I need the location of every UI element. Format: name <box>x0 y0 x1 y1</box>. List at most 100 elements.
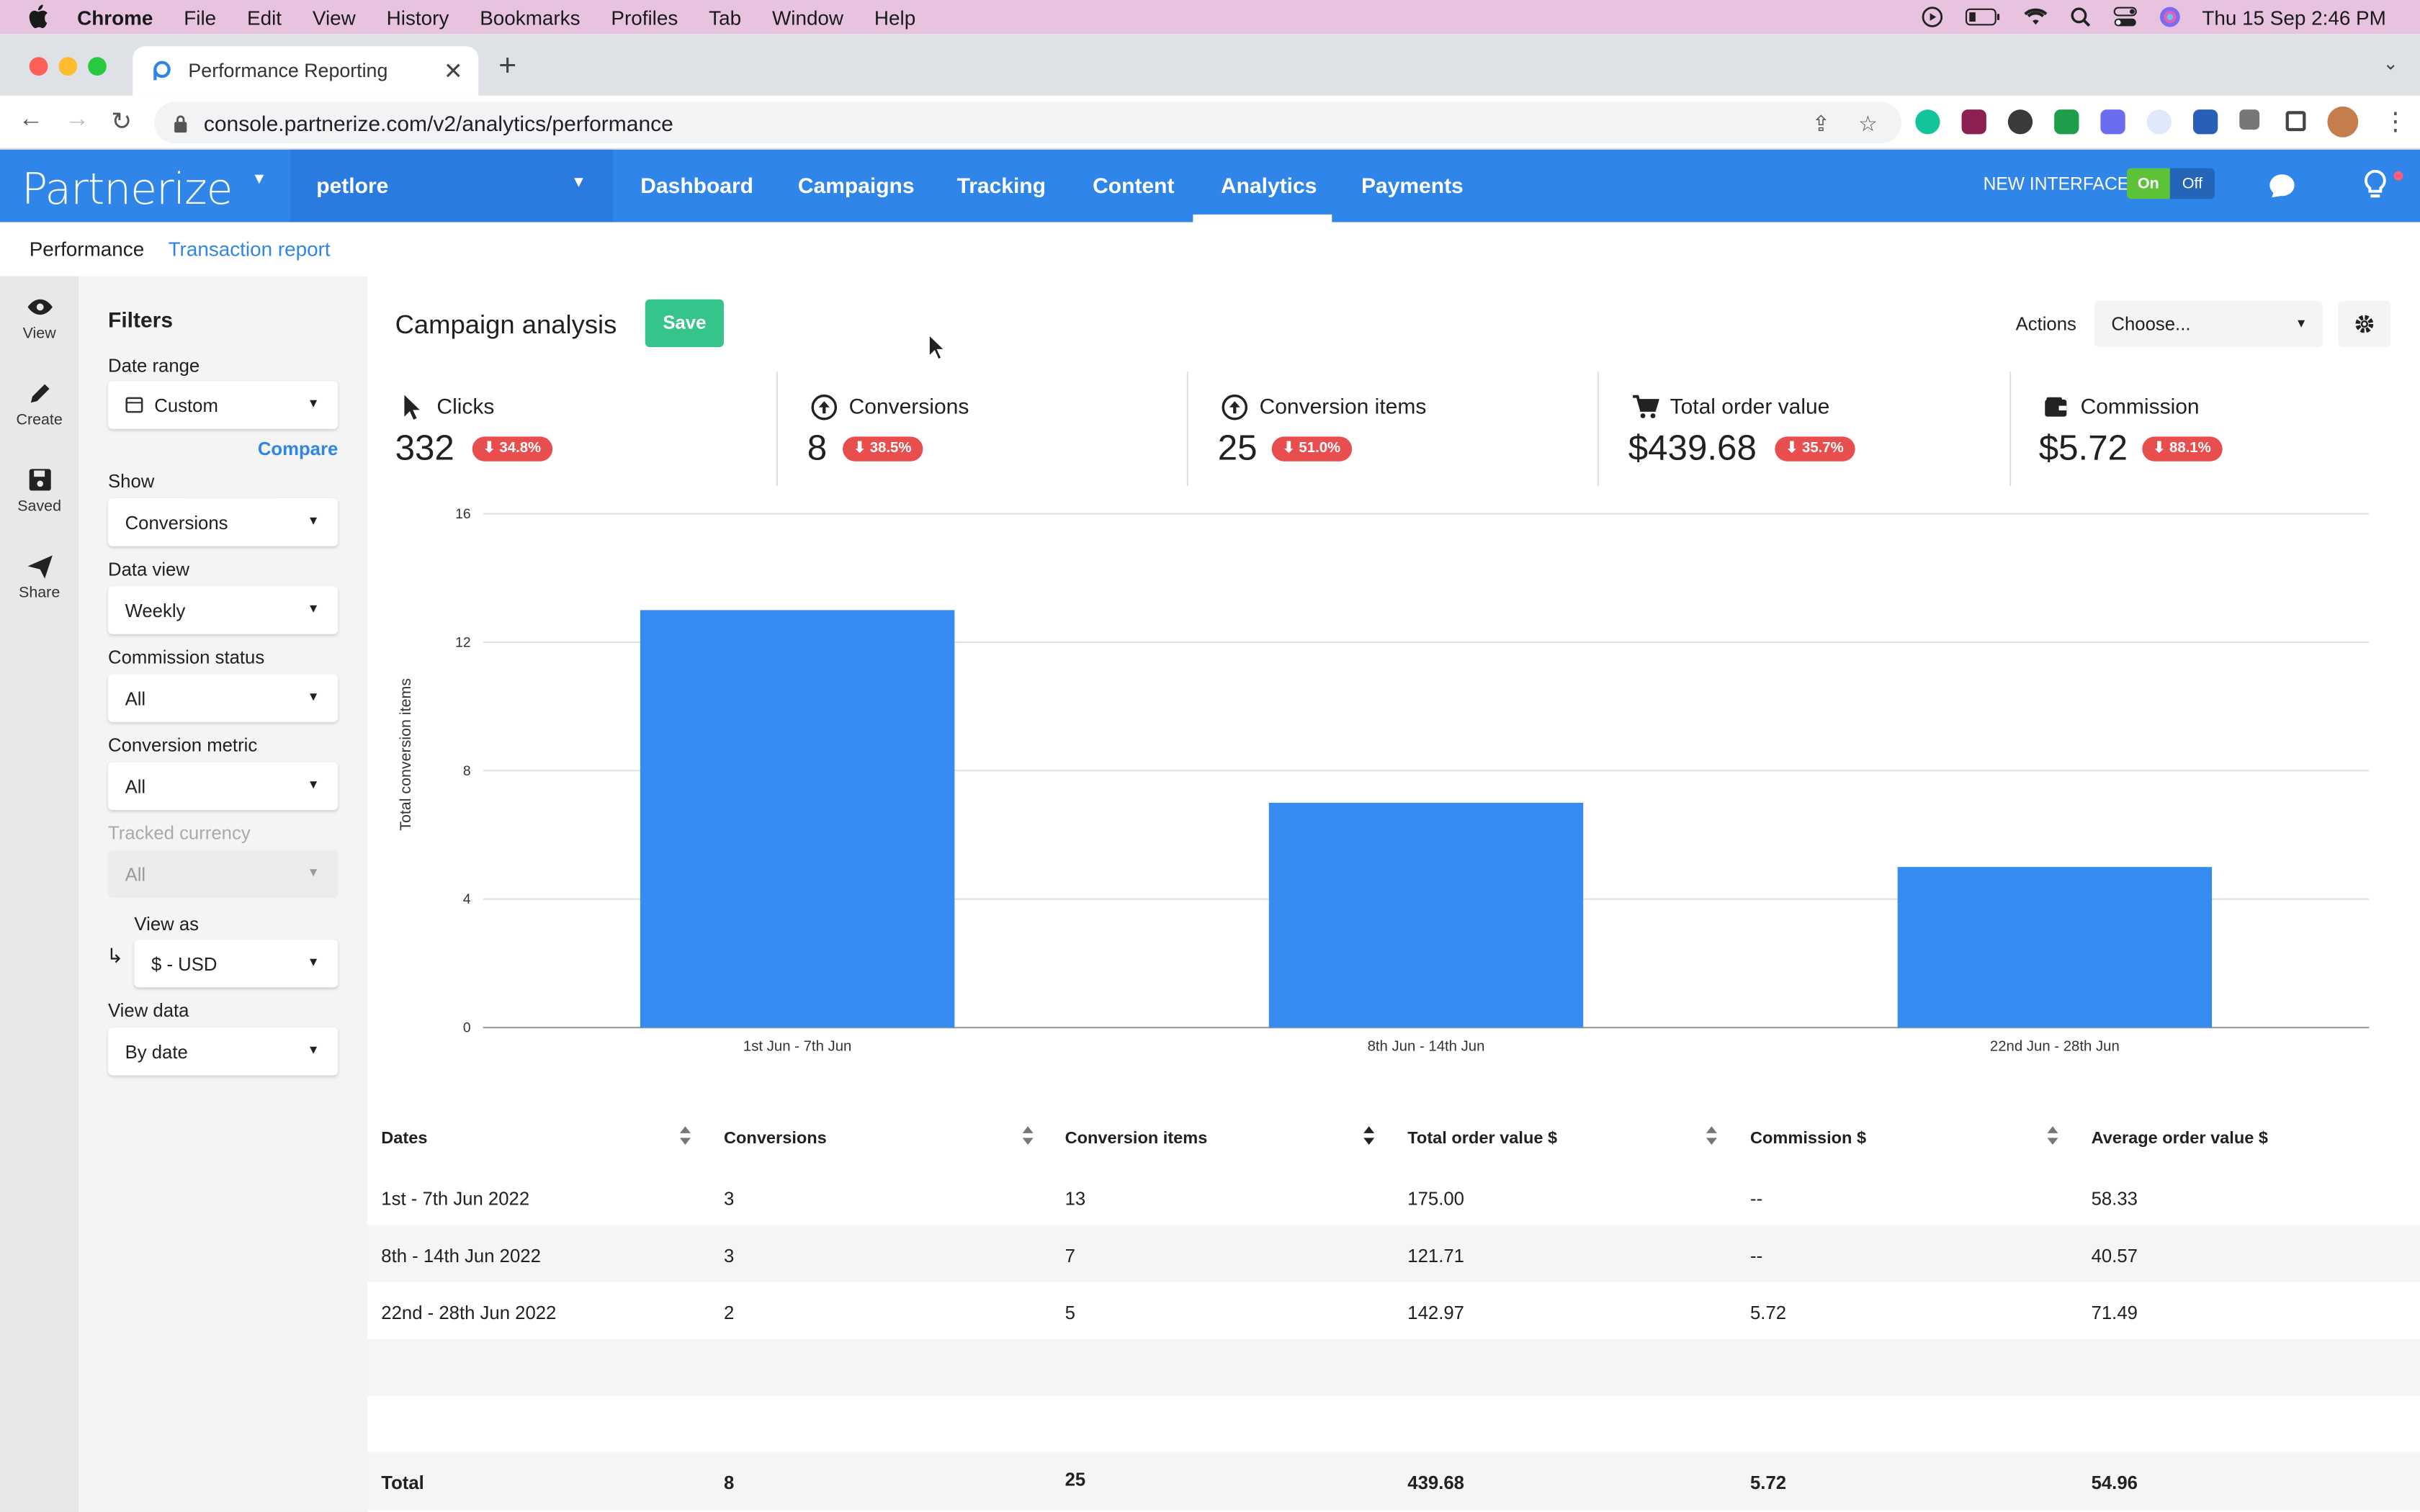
maximize-window-button[interactable] <box>88 57 107 76</box>
chart-bars <box>640 610 2213 1028</box>
menu-edit[interactable]: Edit <box>247 5 282 29</box>
header-conversions[interactable]: Conversions <box>723 1129 827 1148</box>
back-icon[interactable]: ← <box>18 106 43 133</box>
subnav-transaction-report[interactable]: Transaction report <box>168 238 331 261</box>
nav-tracking[interactable]: Tracking <box>956 173 1046 198</box>
commission-status-select[interactable]: All ▼ <box>108 674 339 722</box>
view-data-select[interactable]: By date ▼ <box>108 1027 339 1076</box>
cell-commission: 5.72 <box>1750 1302 1787 1324</box>
menu-profiles[interactable]: Profiles <box>611 5 678 29</box>
bookmark-star-icon[interactable]: ☆ <box>1858 111 1878 136</box>
view-as-select[interactable]: $ - USD ▼ <box>134 940 339 988</box>
nav-content[interactable]: Content <box>1093 173 1175 198</box>
tracked-currency-value: All <box>125 864 146 886</box>
extension-d-icon[interactable] <box>2100 109 2125 135</box>
rail-share[interactable]: Share <box>0 552 79 602</box>
metric-value: 332 <box>395 427 454 468</box>
compare-link[interactable]: Compare <box>257 438 339 460</box>
brand-selector[interactable]: petlore ▼ <box>290 149 613 222</box>
menu-history[interactable]: History <box>386 5 449 29</box>
share-page-icon[interactable]: ⇪ <box>1811 111 1830 136</box>
address-bar[interactable]: console.partnerize.com/v2/analytics/perf… <box>154 102 1902 144</box>
menu-help[interactable]: Help <box>874 5 916 29</box>
play-icon[interactable] <box>1921 6 1942 28</box>
reload-icon[interactable]: ↻ <box>111 109 133 136</box>
rail-view[interactable]: View <box>0 293 79 343</box>
minimize-window-button[interactable] <box>58 57 78 76</box>
header-dates[interactable]: Dates <box>381 1129 428 1148</box>
rail-create[interactable]: Create <box>0 379 79 429</box>
lightbulb-icon[interactable] <box>2362 168 2390 202</box>
header-commission[interactable]: Commission $ <box>1750 1129 1867 1148</box>
nav-analytics[interactable]: Analytics <box>1221 173 1317 198</box>
nav-campaigns[interactable]: Campaigns <box>797 173 915 198</box>
search-icon[interactable] <box>2069 6 2091 28</box>
url-text[interactable]: console.partnerize.com/v2/analytics/perf… <box>203 110 673 135</box>
sort-icon[interactable] <box>1022 1125 1034 1146</box>
extension-icon[interactable] <box>1961 109 1986 135</box>
close-window-button[interactable] <box>29 57 48 76</box>
menu-view[interactable]: View <box>312 5 356 29</box>
extension-flag-icon[interactable] <box>2054 109 2079 135</box>
chart-bar[interactable] <box>1268 802 1584 1028</box>
save-button[interactable]: Save <box>645 299 724 348</box>
extension-search-icon[interactable] <box>2193 109 2218 135</box>
close-tab-icon[interactable]: ✕ <box>443 58 463 85</box>
logo-caret-icon[interactable]: ▼ <box>251 171 267 189</box>
grammarly-extension-icon[interactable] <box>1915 109 1940 135</box>
forward-icon[interactable]: → <box>65 106 90 133</box>
siri-icon[interactable] <box>2159 6 2180 28</box>
toggle-off[interactable]: Off <box>2169 168 2215 199</box>
chevron-down-icon: ▼ <box>307 1043 320 1057</box>
lock-icon[interactable] <box>173 114 188 132</box>
header-conversion-items[interactable]: Conversion items <box>1065 1129 1208 1148</box>
chat-icon[interactable] <box>2269 171 2300 199</box>
menu-clock[interactable]: Thu 15 Sep 2:46 PM <box>2202 5 2386 29</box>
date-range-select[interactable]: Custom ▼ <box>108 381 339 429</box>
sort-icon[interactable] <box>1706 1125 1718 1146</box>
chart-bar[interactable] <box>640 610 955 1028</box>
header-average-order-value[interactable]: Average order value $ <box>2091 1129 2269 1148</box>
chart-bar[interactable] <box>1897 867 2213 1028</box>
nav-dashboard[interactable]: Dashboard <box>640 173 753 198</box>
sort-icon[interactable] <box>1363 1125 1375 1146</box>
battery-icon[interactable] <box>1964 8 2001 27</box>
apple-icon[interactable] <box>28 4 50 29</box>
metric-commission: Commission $5.72 ⬇ 88.1% <box>2039 372 2394 486</box>
side-panel-icon[interactable] <box>2285 111 2306 132</box>
show-select[interactable]: Conversions ▼ <box>108 498 339 546</box>
menu-file[interactable]: File <box>184 5 217 29</box>
control-center-icon[interactable] <box>2112 6 2137 28</box>
menu-bookmarks[interactable]: Bookmarks <box>480 5 581 29</box>
conversion-metric-select[interactable]: All ▼ <box>108 762 339 810</box>
extension-k-icon[interactable] <box>2007 109 2033 135</box>
browser-tab-active[interactable]: Performance Reporting ✕ <box>133 46 479 96</box>
cell-total-order-value: 121.71 <box>1407 1245 1464 1267</box>
sort-icon[interactable] <box>679 1125 691 1146</box>
menu-app-name[interactable]: Chrome <box>77 5 153 29</box>
cell-date: 1st - 7th Jun 2022 <box>381 1188 530 1210</box>
menu-tab[interactable]: Tab <box>709 5 742 29</box>
total-conversion-items: 25 <box>1065 1468 1086 1490</box>
actions-select[interactable]: Choose... ▼ <box>2094 300 2323 348</box>
cell-total-order-value: 142.97 <box>1407 1302 1464 1324</box>
rail-saved[interactable]: Saved <box>0 466 79 516</box>
new-tab-button[interactable]: + <box>498 49 517 84</box>
profile-avatar[interactable] <box>2327 106 2359 138</box>
metric-total-order-value: Total order value $439.68 ⬇ 35.7% <box>1628 372 1984 486</box>
partnerize-logo[interactable]: Partnerize <box>22 163 233 215</box>
nav-payments[interactable]: Payments <box>1361 173 1464 198</box>
new-interface-toggle[interactable]: On Off <box>2126 168 2215 199</box>
browser-menu-icon[interactable]: ⋮ <box>2383 109 2408 136</box>
data-view-select[interactable]: Weekly ▼ <box>108 586 339 634</box>
menu-window[interactable]: Window <box>771 5 844 29</box>
sort-icon[interactable] <box>2046 1125 2058 1146</box>
extensions-puzzle-icon[interactable] <box>2239 109 2260 130</box>
subnav-performance[interactable]: Performance <box>29 238 145 261</box>
header-total-order-value[interactable]: Total order value $ <box>1407 1129 1558 1148</box>
toggle-on[interactable]: On <box>2126 168 2170 199</box>
tab-search-chevron-icon[interactable]: ⌄ <box>2383 52 2398 74</box>
wifi-icon[interactable] <box>2023 8 2048 27</box>
extension-wave-icon[interactable] <box>2146 109 2172 135</box>
settings-button[interactable] <box>2338 300 2391 348</box>
